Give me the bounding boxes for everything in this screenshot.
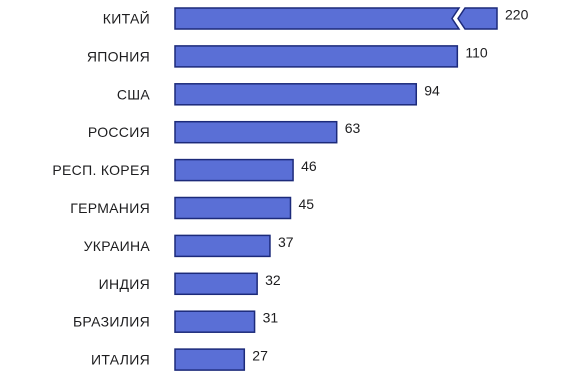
category-label: БРАЗИЛИЯ xyxy=(73,314,150,330)
value-label: 45 xyxy=(299,196,315,212)
value-label: 110 xyxy=(465,44,488,60)
bar xyxy=(174,45,459,68)
bar xyxy=(174,348,246,371)
bar xyxy=(174,158,294,182)
category-label: УКРАИНА xyxy=(84,238,151,254)
bar xyxy=(174,120,338,144)
category-label: РЕСП. КОРЕЯ xyxy=(52,162,150,178)
category-label: ЯПОНИЯ xyxy=(87,48,150,64)
bar-rows: КИТАЙ 220 ЯПОНИЯ 110 США 94 РОССИЯ 63 РЕСП. КОРЕ… xyxy=(52,7,529,371)
category-label: США xyxy=(117,86,151,102)
bar xyxy=(174,272,258,296)
value-label: 31 xyxy=(263,310,279,326)
category-label: ИТАЛИЯ xyxy=(91,352,150,368)
bar xyxy=(174,234,271,258)
value-label: 63 xyxy=(345,120,361,136)
bar xyxy=(174,196,292,220)
value-label: 94 xyxy=(424,82,440,98)
value-label: 37 xyxy=(278,234,294,250)
bar xyxy=(174,83,418,106)
value-label: 27 xyxy=(252,348,268,364)
value-label: 220 xyxy=(505,7,529,23)
value-label: 46 xyxy=(301,158,317,174)
bar xyxy=(174,7,461,30)
bar xyxy=(174,310,256,333)
category-label: ГЕРМАНИЯ xyxy=(70,200,150,216)
value-label: 32 xyxy=(265,272,281,288)
category-label: ИНДИЯ xyxy=(99,276,150,292)
bar-break-cap xyxy=(457,7,498,30)
category-label: РОССИЯ xyxy=(88,124,150,140)
category-label: КИТАЙ xyxy=(103,10,150,27)
